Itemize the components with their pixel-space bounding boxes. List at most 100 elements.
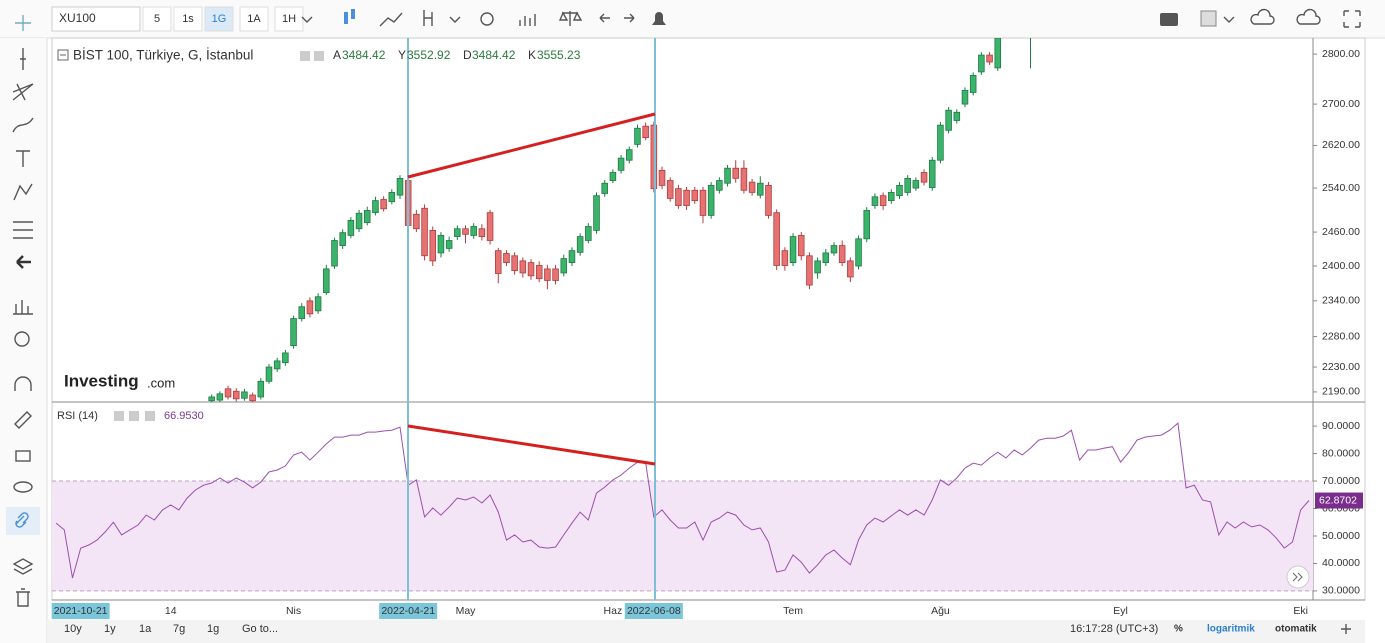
range-button[interactable]: 1a <box>139 623 152 635</box>
goto-button[interactable]: Go to... <box>242 623 278 635</box>
crosshair-tool[interactable] <box>15 15 31 31</box>
candle-body <box>822 252 830 264</box>
legend-icon[interactable] <box>314 51 324 61</box>
candle-body <box>437 235 445 254</box>
candle-body <box>552 268 559 281</box>
line-tool[interactable] <box>20 48 26 70</box>
legend-icon[interactable] <box>129 411 139 421</box>
candle-body <box>896 184 903 197</box>
interval-label[interactable]: 1s <box>182 13 194 25</box>
interval-button[interactable] <box>274 6 304 32</box>
candle-body <box>716 180 723 191</box>
back-tool[interactable] <box>16 255 31 269</box>
alert-icon[interactable] <box>652 12 666 25</box>
candle-body <box>863 210 871 240</box>
candle-body <box>781 250 789 266</box>
link-tool[interactable] <box>15 512 29 528</box>
interval-button[interactable] <box>239 6 269 32</box>
scale-option[interactable]: % <box>1174 624 1183 635</box>
scale-option[interactable]: otomatik <box>1275 624 1317 635</box>
range-button[interactable]: 7g <box>173 623 185 635</box>
interval-button[interactable] <box>204 6 234 32</box>
candle-body <box>617 157 625 171</box>
line-icon[interactable] <box>379 12 403 27</box>
interval-label[interactable]: 1H <box>282 13 296 25</box>
x-tick-label: Tem <box>783 605 803 617</box>
zoom-tool[interactable] <box>14 331 30 347</box>
legend-icon[interactable] <box>300 51 310 61</box>
collapse-icon[interactable] <box>57 49 69 61</box>
compare-icon[interactable] <box>519 14 536 26</box>
layers-tool[interactable] <box>12 558 34 575</box>
y-tick-label: 80.0000 <box>1322 447 1360 459</box>
indicator-tool[interactable] <box>13 300 33 315</box>
measure-tool[interactable] <box>13 221 33 239</box>
candle-icon[interactable] <box>344 12 348 24</box>
y-tick-label: 2540.00 <box>1322 182 1360 194</box>
dropdown-icon[interactable] <box>301 16 313 23</box>
scroll-button[interactable] <box>1286 565 1310 589</box>
interval-label[interactable]: 1A <box>247 13 261 25</box>
fib-tool[interactable] <box>12 83 34 101</box>
clock: 16:17:28 (UTC+3) <box>1070 623 1158 635</box>
interval-label[interactable]: 1G <box>212 13 227 25</box>
candle-body <box>920 172 928 183</box>
candle-body <box>396 177 404 196</box>
candle-icon[interactable] <box>351 9 355 19</box>
candle-body <box>519 260 527 274</box>
interval-label[interactable]: 5 <box>154 13 160 25</box>
candle-body <box>232 390 240 400</box>
settings-icon[interactable] <box>1341 624 1351 634</box>
legend-icon[interactable] <box>114 411 124 421</box>
y-tick-label: 40.0000 <box>1322 557 1360 569</box>
candle-body <box>904 177 911 193</box>
candle-body <box>355 212 363 230</box>
candle-body <box>634 127 641 145</box>
toolbar-icons <box>301 8 1361 28</box>
interval-button[interactable] <box>173 6 203 32</box>
symbol[interactable]: XU100 <box>59 11 96 25</box>
candle-body <box>568 250 576 264</box>
candle-body <box>707 184 715 216</box>
delete-tool[interactable] <box>16 588 30 607</box>
dropdown-icon[interactable] <box>449 16 461 23</box>
pencil-tool[interactable] <box>14 411 32 429</box>
interval-button[interactable] <box>142 6 172 32</box>
y-tick-label: 2460.00 <box>1322 226 1360 238</box>
text-tool[interactable] <box>16 150 30 167</box>
color-icon[interactable] <box>1200 10 1217 27</box>
legend-icon[interactable] <box>145 411 155 421</box>
symbol-input[interactable] <box>51 6 141 32</box>
undo-icon[interactable] <box>599 13 610 23</box>
scale-icon[interactable] <box>558 11 583 26</box>
ohlc-key: D <box>463 48 472 62</box>
cloud-load-icon[interactable] <box>1250 8 1275 25</box>
redo-icon[interactable] <box>624 13 635 23</box>
trend-line-drawing[interactable] <box>407 424 656 466</box>
rsi-line <box>55 422 1310 579</box>
range-button[interactable]: 10y <box>64 623 82 635</box>
scale-option[interactable]: logaritmik <box>1207 624 1255 635</box>
pattern-tool[interactable] <box>13 183 33 201</box>
candle-body <box>511 255 518 272</box>
settings-icon[interactable] <box>480 12 494 26</box>
indicator-icon[interactable] <box>423 10 433 26</box>
candle-body <box>224 388 232 398</box>
range-button[interactable]: 1y <box>104 623 116 635</box>
fullscreen-icon[interactable] <box>1343 10 1361 28</box>
candle-body <box>265 366 273 382</box>
candle-body <box>986 54 993 63</box>
eye-tool[interactable] <box>13 481 33 493</box>
dropdown-icon[interactable] <box>1223 16 1235 23</box>
cloud-save-icon[interactable] <box>1296 8 1321 25</box>
candle-body <box>961 90 969 105</box>
range-button[interactable]: 1g <box>207 623 219 635</box>
magnet-tool[interactable] <box>14 376 32 391</box>
lock-tool[interactable] <box>15 450 31 462</box>
x-tick-label: 14 <box>165 605 177 617</box>
trend-line-drawing[interactable] <box>407 112 656 179</box>
candle-body <box>994 38 1002 69</box>
camera-icon[interactable] <box>1160 13 1178 26</box>
brush-tool[interactable] <box>12 117 34 133</box>
candle-body <box>454 228 461 237</box>
